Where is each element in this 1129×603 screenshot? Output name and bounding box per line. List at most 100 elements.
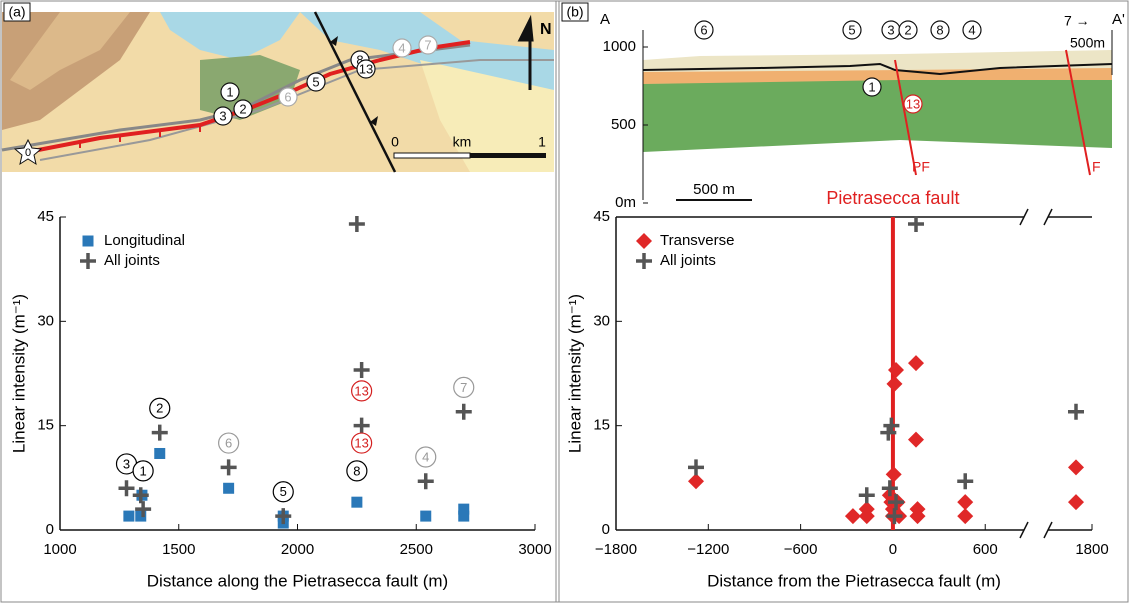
data-point bbox=[353, 417, 370, 434]
map bbox=[1, 11, 554, 173]
site-label: 1 bbox=[226, 84, 233, 99]
x-axis-label: Distance along the Pietrasecca fault (m) bbox=[147, 571, 448, 590]
site-marker bbox=[418, 35, 438, 55]
x-tick-label: 2500 bbox=[400, 541, 433, 558]
axis-break bbox=[1043, 208, 1053, 226]
site-label: 13 bbox=[354, 383, 368, 398]
section-scale: 500 m bbox=[693, 181, 735, 198]
site-marker bbox=[233, 99, 253, 119]
data-point bbox=[1068, 403, 1084, 420]
site-label: 4 bbox=[422, 449, 429, 464]
data-point bbox=[858, 501, 875, 518]
data-point bbox=[118, 480, 135, 497]
y-axis-label: Linear intensity (m⁻¹) bbox=[565, 294, 584, 453]
site-marker bbox=[351, 380, 373, 402]
section-end: A bbox=[600, 11, 610, 28]
site-label: 13 bbox=[354, 435, 368, 450]
data-point bbox=[957, 494, 974, 511]
section-end: A' bbox=[1112, 11, 1125, 28]
axis-break bbox=[1019, 208, 1029, 226]
y-tick-label: 45 bbox=[37, 208, 54, 225]
data-point bbox=[1068, 494, 1084, 511]
site-marker bbox=[415, 446, 437, 468]
x-tick-label: 0 bbox=[889, 541, 897, 558]
data-point bbox=[135, 501, 152, 518]
data-point bbox=[275, 508, 292, 525]
north-label: N bbox=[540, 21, 552, 38]
site-marker bbox=[218, 432, 240, 454]
cross-section bbox=[642, 30, 1113, 201]
x-tick-label: 1800 bbox=[1075, 541, 1108, 558]
data-point bbox=[1068, 459, 1084, 476]
site-label: 13 bbox=[359, 61, 373, 76]
fault-name: F bbox=[1092, 159, 1101, 175]
site-label: 3 bbox=[123, 456, 130, 471]
data-point bbox=[888, 494, 904, 511]
site-marker bbox=[132, 460, 154, 482]
panel-label: (a) bbox=[8, 4, 25, 20]
site-label: 3 bbox=[219, 108, 226, 123]
y-axis-label: Linear intensity (m⁻¹) bbox=[9, 294, 28, 453]
x-axis-label: Distance from the Pietrasecca fault (m) bbox=[707, 571, 1001, 590]
site-label: 5 bbox=[280, 484, 287, 499]
site-marker bbox=[149, 397, 171, 419]
data-point bbox=[858, 487, 875, 504]
data-point bbox=[957, 508, 974, 525]
site-label: 3 bbox=[887, 22, 894, 37]
site-marker bbox=[930, 20, 950, 40]
site-marker bbox=[694, 20, 714, 40]
legend-label: All joints bbox=[660, 252, 716, 269]
start-label: 0 bbox=[25, 147, 31, 159]
data-point bbox=[636, 233, 652, 249]
site-marker bbox=[272, 481, 294, 503]
offsite-label: 7 → bbox=[1064, 13, 1090, 29]
site-label: 8 bbox=[936, 22, 943, 37]
y-tick-label: 0 bbox=[46, 521, 54, 538]
site-marker bbox=[351, 432, 373, 454]
data-point bbox=[908, 355, 924, 372]
y-tick-label: 30 bbox=[593, 312, 610, 329]
site-marker bbox=[898, 20, 918, 40]
data-point bbox=[154, 447, 166, 459]
scale-label: km bbox=[453, 134, 472, 150]
data-point bbox=[420, 510, 432, 522]
site-label: 1 bbox=[140, 463, 147, 478]
x-tick-label: −1200 bbox=[687, 541, 729, 558]
data-point bbox=[886, 375, 903, 392]
data-point bbox=[688, 459, 704, 476]
site-marker bbox=[862, 77, 882, 97]
site-marker bbox=[346, 460, 368, 482]
data-point bbox=[688, 473, 704, 490]
site-label: 6 bbox=[284, 89, 291, 104]
site-marker bbox=[356, 59, 376, 79]
data-point bbox=[909, 508, 926, 525]
site-label: 2 bbox=[239, 101, 246, 116]
site-label: 1 bbox=[868, 79, 875, 94]
site-label: 7 bbox=[460, 380, 467, 395]
panel-label-box bbox=[561, 2, 589, 22]
data-point bbox=[135, 510, 147, 522]
data-point bbox=[885, 466, 902, 483]
data-point bbox=[132, 487, 149, 504]
x-tick-label: −1800 bbox=[595, 541, 637, 558]
fault-name: PF bbox=[912, 159, 930, 175]
data-point bbox=[351, 496, 363, 508]
y-tick-label: 30 bbox=[37, 312, 54, 329]
x-tick-label: 3000 bbox=[518, 541, 551, 558]
data-point bbox=[151, 424, 168, 441]
data-point bbox=[220, 459, 237, 476]
legend-label: Longitudinal bbox=[104, 232, 185, 249]
x-tick-label: 2000 bbox=[281, 541, 314, 558]
data-point bbox=[348, 215, 365, 232]
site-label: 6 bbox=[225, 435, 232, 450]
site-marker bbox=[220, 82, 240, 102]
site-label: 6 bbox=[700, 22, 707, 37]
data-point bbox=[957, 473, 974, 490]
y-tick-label: 0 bbox=[602, 521, 610, 538]
y-tick-label: 15 bbox=[37, 417, 54, 434]
x-tick-label: 1500 bbox=[162, 541, 195, 558]
scale-label: 1 bbox=[538, 134, 546, 150]
site-label: 2 bbox=[904, 22, 911, 37]
